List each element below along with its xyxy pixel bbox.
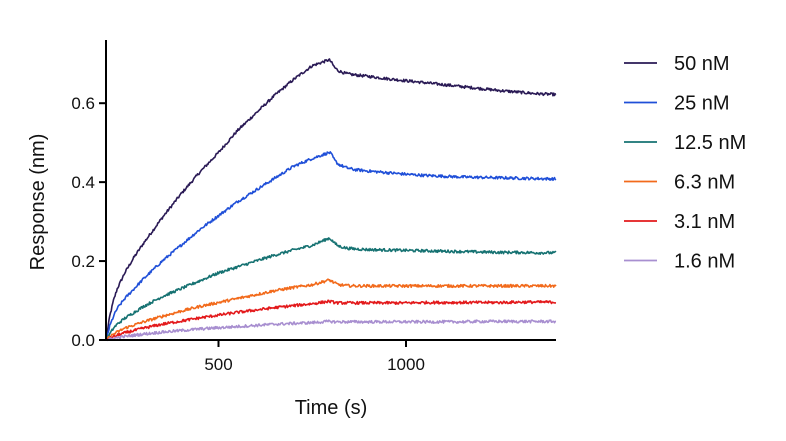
legend-label: 1.6 nM [674, 251, 735, 273]
axes [105, 40, 556, 341]
y-tick-label: 0.4 [71, 173, 95, 192]
legend-item: 1.6 nM [624, 251, 735, 273]
y-tick-label: 0.2 [71, 252, 95, 271]
legend-item: 12.5 nM [624, 132, 746, 154]
y-axis-title: Response (nm) [27, 134, 49, 271]
series-line-4 [105, 278, 557, 341]
x-axis-title: Time (s) [295, 397, 368, 419]
x-ticks: 500 1000 [204, 340, 425, 374]
x-tick-label: 1000 [387, 355, 425, 374]
plot-area [105, 58, 557, 342]
legend-label: 3.1 nM [674, 211, 735, 233]
legend: 50 nM 25 nM 12.5 nM 6.3 nM 3.1 nM 1.6 nM [624, 53, 746, 273]
y-ticks: 0.0 0.2 0.4 0.6 [71, 94, 106, 350]
legend-item: 50 nM [624, 53, 730, 75]
legend-item: 3.1 nM [624, 211, 735, 233]
series-line-6 [105, 319, 557, 342]
series-line-3 [105, 237, 557, 341]
x-tick-label: 500 [204, 355, 232, 374]
legend-item: 6.3 nM [624, 172, 735, 194]
legend-label: 50 nM [674, 53, 730, 75]
legend-item: 25 nM [624, 93, 730, 115]
y-tick-label: 0.6 [71, 94, 95, 113]
series-line-2 [105, 151, 557, 341]
legend-label: 12.5 nM [674, 132, 746, 154]
legend-label: 25 nM [674, 93, 730, 115]
series-line-5 [105, 299, 557, 341]
y-tick-label: 0.0 [71, 331, 95, 350]
legend-label: 6.3 nM [674, 172, 735, 194]
series-line-1 [105, 58, 557, 341]
